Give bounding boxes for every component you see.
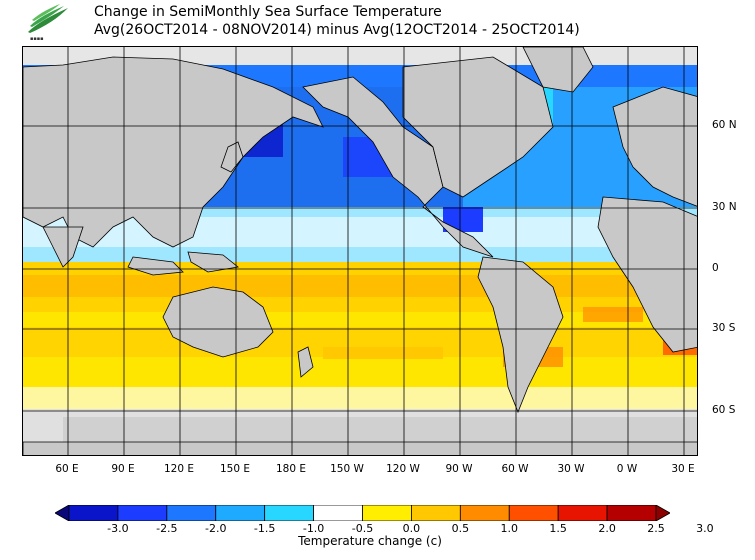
svg-text:▪▪▪▪: ▪▪▪▪ xyxy=(30,36,44,42)
colorbar-segment xyxy=(68,505,119,521)
colorbar-segment xyxy=(557,505,608,521)
lon-label-150w: 150 W xyxy=(330,463,364,475)
colorbar-min-triangle xyxy=(55,505,70,521)
colorbar-tick-label: -3.0 xyxy=(107,522,129,535)
colorbar-tick-label: 3.0 xyxy=(696,522,714,535)
lon-label-120w: 120 W xyxy=(386,463,420,475)
lon-label-150e: 150 E xyxy=(219,463,251,475)
colorbar-segment xyxy=(508,505,559,521)
graticule xyxy=(23,47,697,455)
colorbar-tick-label: 2.5 xyxy=(647,522,665,535)
lon-label-30w: 30 W xyxy=(557,463,585,475)
sst-change-map xyxy=(22,46,698,456)
colorbar-tick-label: 0.0 xyxy=(402,522,421,535)
noaa-logo-icon: ▪▪▪▪ xyxy=(28,4,68,42)
colorbar-tick-label: -1.0 xyxy=(302,522,325,535)
chart-subtitle: Avg(26OCT2014 - 08NOV2014) minus Avg(12O… xyxy=(94,22,580,38)
lat-label-30n: 30 N xyxy=(712,201,737,213)
lon-label-90e: 90 E xyxy=(111,463,135,475)
lat-label-60n: 60 N xyxy=(712,119,737,131)
lon-label-120e: 120 E xyxy=(163,463,195,475)
land-masses xyxy=(23,47,697,455)
colorbar-tick-label: -1.5 xyxy=(253,522,276,535)
lon-label-0w: 0 W xyxy=(616,463,638,475)
colorbar-segment xyxy=(313,505,363,521)
colorbar-segment xyxy=(264,505,314,521)
chart-title: Change in SemiMonthly Sea Surface Temper… xyxy=(94,4,442,20)
colorbar-segment xyxy=(215,505,266,521)
colorbar-tick-label: 1.0 xyxy=(500,522,519,535)
lon-label-60w: 60 W xyxy=(501,463,529,475)
colorbar-title: Temperature change (c) xyxy=(298,534,442,548)
lon-label-180e: 180 E xyxy=(275,463,307,475)
colorbar-segment xyxy=(459,505,510,521)
colorbar xyxy=(55,505,670,521)
lat-label-equator: 0 xyxy=(712,262,719,274)
lon-label-30e: 30 E xyxy=(671,463,695,475)
colorbar-tick-label: -2.0 xyxy=(205,522,227,535)
lat-label-30s: 30 S xyxy=(712,322,736,334)
colorbar-tick-label: 0.5 xyxy=(451,522,470,535)
colorbar-max-triangle xyxy=(655,505,670,521)
colorbar-segment xyxy=(117,505,168,521)
colorbar-tick-label: -0.5 xyxy=(351,522,374,535)
colorbar-tick-label: 1.5 xyxy=(549,522,567,535)
colorbar-tick-label: 2.0 xyxy=(598,522,616,535)
colorbar-segment xyxy=(166,505,217,521)
lat-label-60s: 60 S xyxy=(712,404,736,416)
colorbar-tick-label: -2.5 xyxy=(156,522,178,535)
lon-label-60e: 60 E xyxy=(55,463,79,475)
colorbar-segment xyxy=(411,505,461,521)
colorbar-segment xyxy=(362,505,412,521)
lon-label-90w: 90 W xyxy=(445,463,473,475)
colorbar-segment xyxy=(606,505,657,521)
